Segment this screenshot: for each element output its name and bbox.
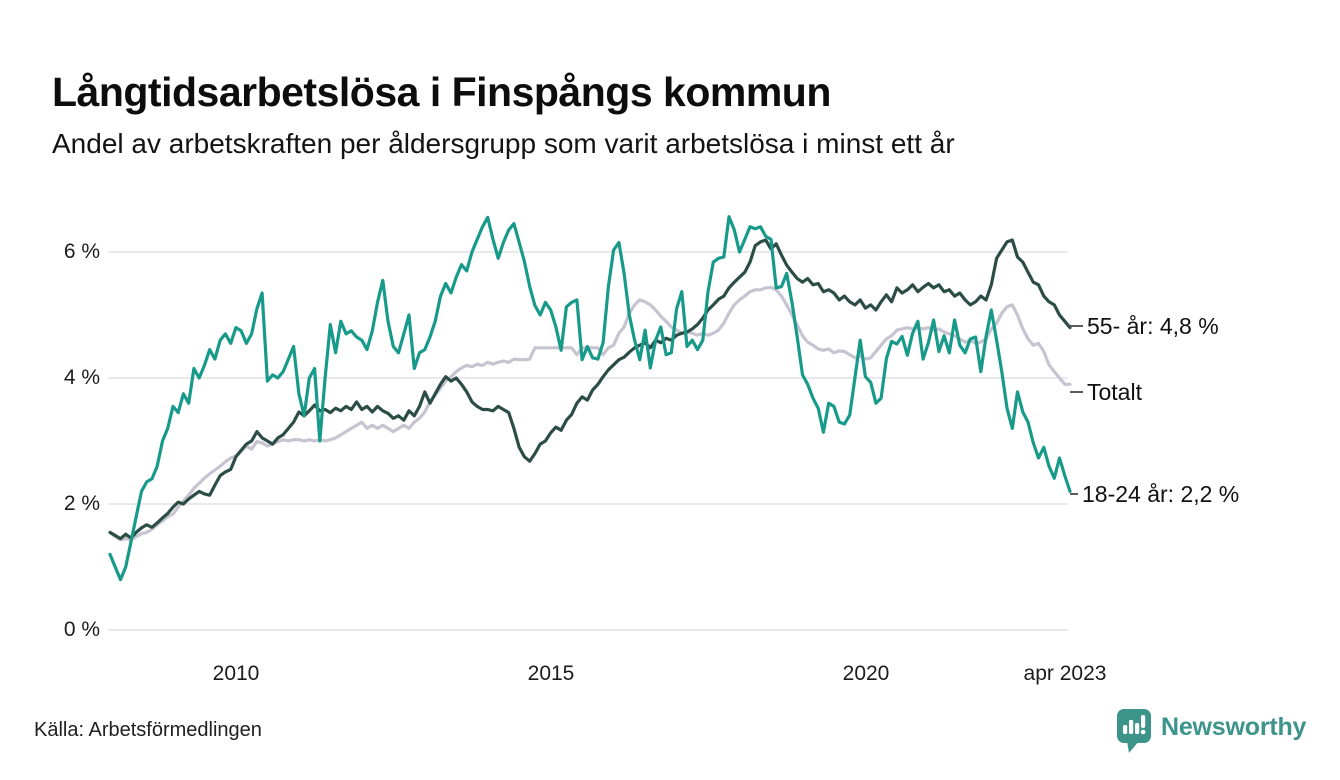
series-line-totalt: [108, 285, 1072, 542]
y-tick-2: 2 %: [63, 492, 100, 515]
series-label-totalt: Totalt: [1070, 378, 1142, 406]
series-line-18-24-r: [108, 215, 1072, 582]
page-title: Långtidsarbetslösa i Finspångs kommun: [52, 69, 831, 116]
label-connector-dash: [1070, 325, 1083, 327]
series-label-18-24-ar: 18-24 år: 2,2 %: [1070, 480, 1239, 508]
newsworthy-logo-text: Newsworthy: [1161, 713, 1307, 741]
y-tick-0: 0 %: [63, 618, 100, 641]
series-label-55-ar-text: 55- år: 4,8 %: [1087, 313, 1219, 339]
y-tick-4: 4 %: [63, 366, 100, 389]
x-tick-apr-2023: apr 2023: [1023, 662, 1107, 685]
label-connector-dash: [1070, 391, 1083, 393]
series-line-55-r: [108, 238, 1072, 541]
series-label-18-24-ar-text: 18-24 år: 2,2 %: [1082, 481, 1240, 507]
series-label-totalt-text: Totalt: [1087, 379, 1142, 405]
chart-subtitle: Andel av arbetskraften per åldersgrupp s…: [52, 128, 955, 159]
x-tick-2015: 2015: [527, 662, 575, 685]
x-tick-2020: 2020: [842, 662, 890, 685]
series-label-55-ar: 55- år: 4,8 %: [1070, 312, 1219, 340]
newsworthy-logo-icon: [1117, 709, 1151, 753]
source-note: Källa: Arbetsförmedlingen: [34, 719, 262, 741]
y-tick-6: 6 %: [63, 240, 100, 263]
x-tick-2010: 2010: [212, 662, 260, 685]
label-connector-dash: [1070, 493, 1078, 495]
newsworthy-logo: Newsworthy: [1116, 708, 1306, 754]
